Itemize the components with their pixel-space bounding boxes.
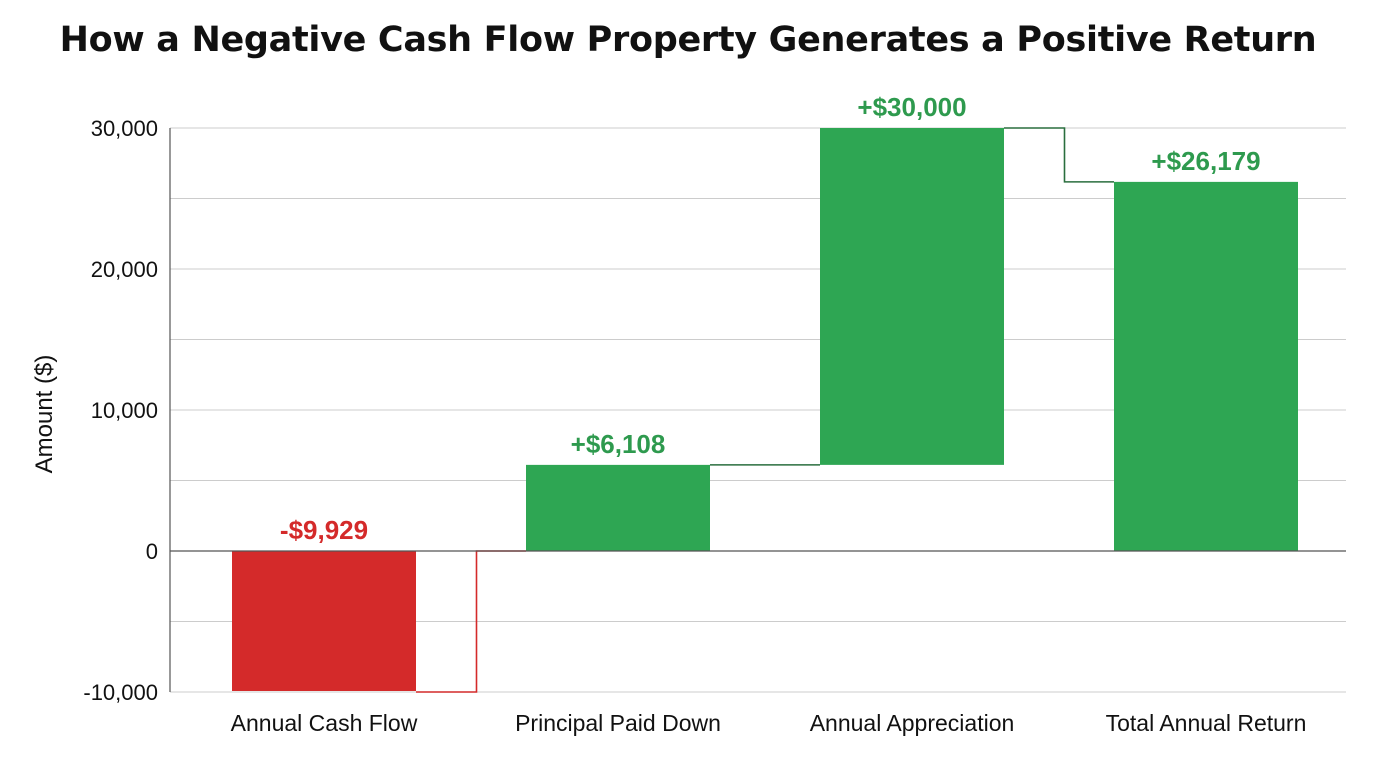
x-tick-label: Principal Paid Down <box>515 710 721 736</box>
y-tick-label: 10,000 <box>91 398 158 423</box>
data-label: +$30,000 <box>857 92 966 122</box>
y-tick-label: 20,000 <box>91 257 158 282</box>
data-label: -$9,929 <box>280 515 368 545</box>
chart-title: How a Negative Cash Flow Property Genera… <box>59 20 1317 60</box>
bar <box>820 128 1004 465</box>
bar <box>526 464 710 551</box>
labels: -$9,929 +$6,108 +$30,000 +$26,179 Annual Cas… <box>231 92 1307 736</box>
y-tick-label: -10,000 <box>83 680 158 705</box>
bar <box>1114 181 1298 551</box>
x-tick-label: Annual Appreciation <box>810 710 1015 736</box>
bars <box>232 128 1298 691</box>
connector-line <box>1004 127 1114 183</box>
data-label: +$26,179 <box>1151 146 1260 176</box>
x-tick-label: Total Annual Return <box>1106 710 1307 736</box>
y-axis-title: Amount ($) <box>31 355 58 474</box>
axes: -10,000 0 10,000 20,000 30,000 Amount ($) <box>31 116 1346 705</box>
data-label: +$6,108 <box>571 429 666 459</box>
bar <box>232 551 416 691</box>
x-tick-label: Annual Cash Flow <box>231 710 418 736</box>
y-tick-label: 0 <box>146 539 158 564</box>
y-tick-label: 30,000 <box>91 116 158 141</box>
